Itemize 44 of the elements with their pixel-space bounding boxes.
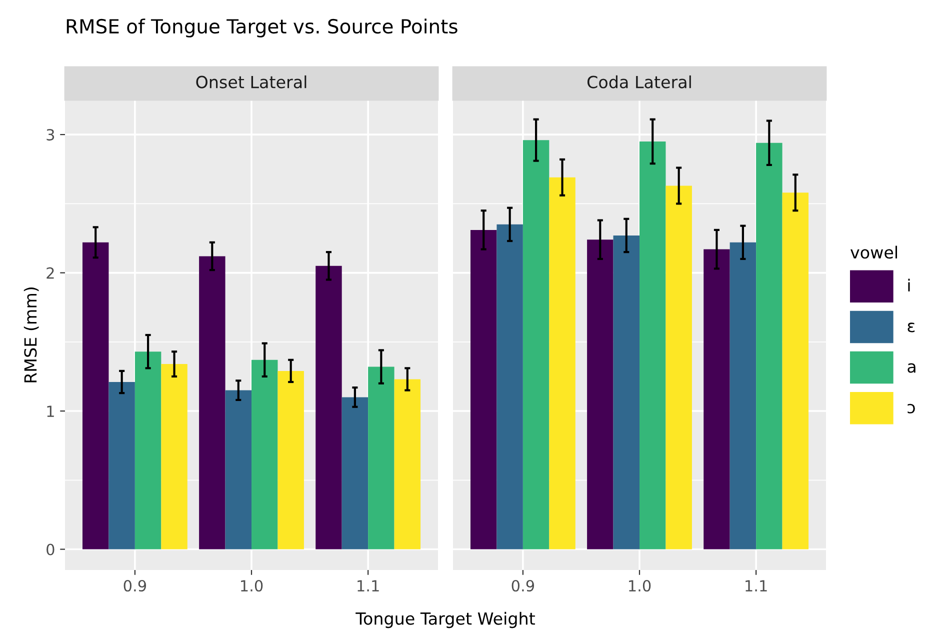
x-tick-label: 0.9 — [124, 580, 146, 592]
x-tick-label: 0.9 — [512, 580, 534, 592]
bar — [470, 230, 497, 550]
bar — [199, 256, 226, 550]
y-tick-label: 0 — [46, 544, 54, 556]
y-tick-label: 3 — [46, 129, 54, 141]
bar — [342, 397, 368, 550]
bar — [394, 379, 421, 550]
x-axis-title: Tongue Target Weight — [356, 612, 535, 628]
chart-subtitle: Onset Lateral — [196, 75, 306, 88]
chart-title: RMSE of Tongue Target vs. Source Points — [66, 18, 458, 38]
bar — [666, 186, 692, 550]
x-tick-label: 1.1 — [358, 580, 379, 592]
bar — [161, 364, 188, 550]
bar — [613, 235, 640, 550]
bar — [316, 266, 342, 550]
y-axis-title: RMSE (mm) — [24, 288, 39, 382]
legend-label: a — [908, 363, 916, 373]
legend-label: ɔ — [908, 404, 915, 414]
legend-label: i — [908, 278, 910, 292]
bar — [82, 242, 109, 550]
y-tick-label: 1 — [47, 406, 54, 417]
bar — [496, 224, 523, 550]
x-tick-label: 1.0 — [629, 580, 651, 592]
bar — [704, 249, 730, 550]
bar — [587, 240, 614, 550]
bar — [368, 366, 394, 550]
bar — [730, 242, 756, 550]
x-tick-label: 1.1 — [746, 580, 767, 592]
y-tick-label: 2 — [46, 267, 54, 279]
bar — [522, 140, 550, 550]
bar — [756, 142, 782, 550]
bar — [225, 390, 252, 550]
bar — [108, 382, 135, 550]
x-tick-label: 1.0 — [241, 580, 263, 592]
bar — [278, 370, 304, 550]
bar — [782, 192, 809, 550]
bar — [549, 177, 576, 550]
chart-subtitle: Coda Lateral — [587, 75, 691, 88]
bar — [134, 352, 162, 550]
legend-label: ɛ — [908, 322, 915, 332]
bar — [252, 360, 278, 550]
legend-title: vowel — [850, 246, 898, 259]
bar — [640, 141, 666, 550]
